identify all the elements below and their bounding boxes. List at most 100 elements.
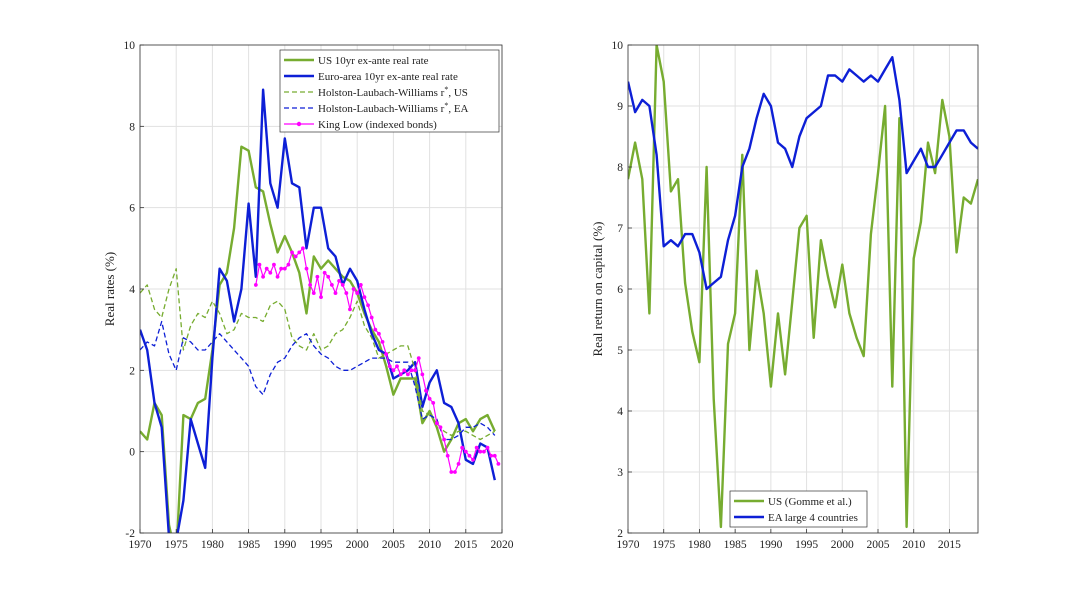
y-axis-label: Real rates (%) <box>102 252 117 326</box>
legend-label: US 10yr ex-ante real rate <box>318 55 429 67</box>
series-point <box>261 274 265 279</box>
x-tick-label: 1980 <box>688 539 711 551</box>
y-tick-label: 0 <box>129 447 135 459</box>
x-tick-label: 2005 <box>867 539 890 551</box>
x-tick-label: 1975 <box>165 539 188 551</box>
series-point <box>489 453 494 458</box>
left-chart-panel: 1970 1975 1980 1985 1990 1995 2000 2005 2010 2015… <box>102 40 514 551</box>
series-point <box>384 352 389 356</box>
x-tick-label: 2005 <box>382 539 405 551</box>
series-point <box>409 368 414 373</box>
series-point <box>286 262 291 267</box>
series-group <box>628 45 978 529</box>
y-tick-label: -2 <box>125 528 135 540</box>
series-point <box>351 287 356 291</box>
series-point <box>492 453 497 458</box>
series-point <box>449 470 454 474</box>
legend-label: Euro-area 10yr ex-ante real rate <box>318 71 458 83</box>
series-line-0 <box>628 45 978 529</box>
x-tick-label: 2015 <box>938 539 961 551</box>
series-point <box>282 266 287 271</box>
x-tick-label: 1990 <box>759 539 782 551</box>
legend-box <box>729 490 868 528</box>
x-tick-label: 2020 <box>491 539 514 551</box>
y-tick-label: 9 <box>617 101 623 113</box>
y-axis-label: Real return on capital (%) <box>590 222 605 357</box>
y-tick-label: 8 <box>129 121 135 133</box>
x-tick-label: 2000 <box>831 539 854 551</box>
series-point <box>420 372 425 377</box>
series-point <box>424 388 428 393</box>
series-point <box>272 262 276 267</box>
series-point <box>471 457 475 462</box>
y-tick-label: 6 <box>129 203 135 215</box>
series-point <box>496 461 501 466</box>
x-tick-label: 1995 <box>310 539 333 551</box>
series-point <box>322 270 327 275</box>
series-point <box>431 400 436 405</box>
series-group <box>140 88 501 533</box>
series-point <box>438 425 443 430</box>
series-point <box>333 291 338 295</box>
series-point <box>264 266 269 271</box>
series-point <box>434 421 439 426</box>
series-point <box>355 291 360 295</box>
series-point <box>358 283 363 287</box>
series-point <box>485 445 490 450</box>
series-point <box>463 449 468 454</box>
series-point <box>453 470 457 474</box>
series-line-1 <box>628 56 978 291</box>
legend-marker <box>296 121 302 127</box>
series-point <box>369 315 374 320</box>
x-tick-label: 1975 <box>652 539 675 551</box>
x-tick-label: 2000 <box>346 539 369 551</box>
series-point <box>301 246 305 251</box>
series-point <box>478 449 483 454</box>
legend-label: Holston-Laubach-Williams r*, EA <box>318 101 469 115</box>
series-point <box>253 283 258 287</box>
series-point <box>344 291 349 295</box>
legend-label: Holston-Laubach-Williams r*, US <box>318 85 468 99</box>
series-point <box>413 368 418 373</box>
right-chart-panel: 1970 1975 1980 1985 1990 1995 2000 2005 2010 2015… <box>590 40 979 551</box>
y-tick-label: 4 <box>617 406 623 418</box>
y-tick-label: 7 <box>617 223 623 235</box>
y-tick-label: 5 <box>617 345 623 357</box>
series-point <box>416 356 421 361</box>
x-tick-label: 1990 <box>273 539 296 551</box>
series-point <box>337 278 341 283</box>
series-point <box>442 437 446 442</box>
y-tick-label: 10 <box>124 40 136 52</box>
series-point <box>348 307 352 312</box>
series-point <box>311 291 316 295</box>
series-point <box>387 364 392 369</box>
series-point <box>467 453 472 458</box>
x-tick-label: 1985 <box>237 539 260 551</box>
series-point <box>279 266 284 271</box>
series-point <box>373 327 378 332</box>
series-point <box>398 372 403 377</box>
series-point <box>308 283 313 287</box>
series-point <box>329 283 334 287</box>
series-point <box>377 331 381 336</box>
series-point <box>474 445 479 450</box>
series-point <box>268 270 273 275</box>
legend-label: EA large 4 countries <box>768 512 858 524</box>
x-tick-label: 2010 <box>418 539 441 551</box>
series-point <box>290 250 294 255</box>
y-tick-label: 10 <box>612 40 624 52</box>
x-tick-label: 2010 <box>902 539 925 551</box>
series-point <box>315 274 320 279</box>
series-point <box>460 445 465 450</box>
y-tick-label: 6 <box>617 284 623 296</box>
series-point <box>275 274 280 279</box>
series-point <box>482 449 486 454</box>
x-tick-label: 1970 <box>617 539 640 551</box>
series-point <box>293 254 298 259</box>
series-point <box>391 368 396 373</box>
series-line-1 <box>140 88 496 533</box>
series-point <box>319 295 323 300</box>
x-tick-label: 1970 <box>129 539 152 551</box>
series-point <box>366 303 370 308</box>
y-tick-label: 3 <box>617 467 623 479</box>
